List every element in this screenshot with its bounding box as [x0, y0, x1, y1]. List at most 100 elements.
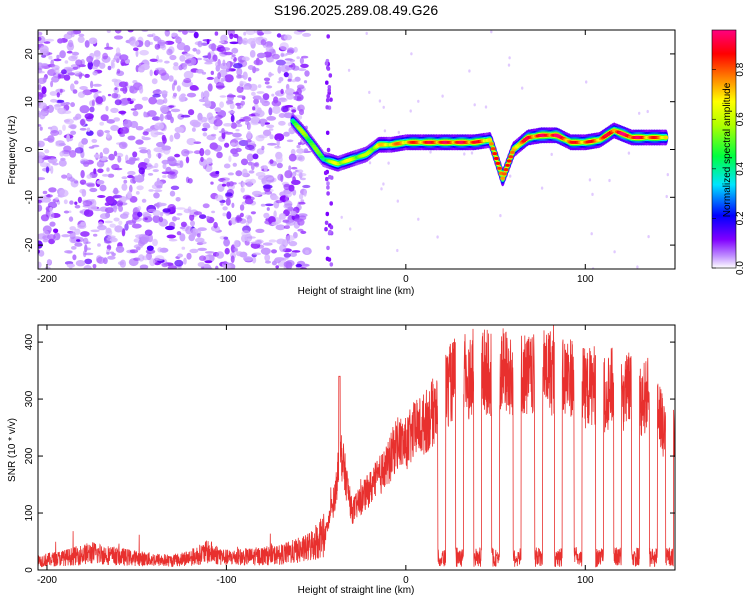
spectrogram-noise-blob [291, 166, 298, 170]
spectrogram-noise-blob [161, 262, 169, 268]
spectrogram-noise-blob [182, 62, 188, 70]
spectrogram-noise-blob [222, 260, 228, 265]
spectrogram-noise-blob [256, 52, 266, 59]
spectrogram-noise-blob [329, 201, 334, 206]
spectrogram-noise-blob [106, 42, 110, 48]
spectrogram-noise-blob [271, 249, 277, 254]
spectrogram-noise-blob [299, 263, 310, 267]
spectrogram-noise-blob [123, 179, 128, 184]
spectrogram-ridge-cell [510, 150, 515, 154]
spectrogram-noise-blob [48, 238, 55, 245]
spectrogram-noise-blob [127, 135, 136, 141]
spectrogram-xlabel: Height of straight line (km) [298, 286, 415, 297]
spectrogram-noise-blob [484, 105, 488, 109]
spectrogram-noise-blob [287, 72, 293, 81]
spectrogram-noise-blob [109, 223, 116, 228]
spectrogram-noise-blob [66, 31, 75, 35]
spectrogram-noise-blob [110, 125, 119, 131]
spectrogram-noise-blob [104, 207, 114, 214]
spectrogram-noise-blob [175, 217, 180, 221]
spectrogram-noise-blob [145, 128, 153, 132]
spectrogram-noise-blob [325, 80, 329, 85]
spectrogram-noise-blob [132, 110, 139, 117]
spectrogram-noise-blob [132, 151, 138, 158]
spectrogram-noise-blob [131, 223, 142, 229]
spectrogram-ridge-cell [502, 172, 507, 176]
spectrogram-noise-blob [236, 120, 241, 125]
spectrogram-noise-blob [195, 237, 205, 243]
spectrogram-noise-blob [75, 113, 82, 120]
spectrogram-noise-blob [38, 36, 42, 41]
spectrogram-noise-blob [235, 102, 242, 106]
spectrogram-noise-blob [154, 122, 165, 130]
spectrogram-noise-blob [550, 152, 553, 156]
spectrogram-noise-blob [172, 65, 180, 71]
spectrogram-noise-blob [263, 212, 270, 219]
spectrogram-noise-blob [153, 192, 160, 199]
spectrogram-noise-blob [276, 139, 280, 147]
spectrogram-noise-blob [246, 130, 252, 139]
spectrogram-noise-blob [201, 71, 207, 75]
spectrogram-noise-blob [246, 153, 254, 162]
spectrogram-noise-blob [232, 162, 237, 167]
spectrogram-noise-blob [59, 151, 64, 157]
spectrogram-noise-blob [92, 83, 102, 87]
spectrogram-noise-blob [271, 221, 279, 226]
spectrogram-noise-blob [165, 225, 175, 231]
spectrogram-noise-blob [215, 114, 223, 120]
spectrogram-noise-blob [78, 33, 85, 37]
spectrogram-noise-blob [38, 84, 42, 91]
spectrogram-noise-blob [253, 98, 259, 105]
spectrogram-noise-blob [288, 153, 297, 162]
spectrogram-noise-blob [69, 226, 76, 231]
spectrogram-noise-blob [252, 95, 262, 100]
spectrogram-noise-blob [284, 190, 293, 198]
spectrogram-noise-blob [120, 59, 126, 67]
spectrogram-noise-blob [113, 117, 121, 122]
spectrogram-noise-blob [79, 179, 87, 185]
spectrogram-noise-blob [186, 92, 197, 98]
spectrogram-noise-blob [246, 215, 253, 224]
spectrogram-noise-blob [329, 225, 334, 230]
spectrogram-noise-blob [302, 32, 312, 37]
spectrogram-noise-blob [133, 238, 141, 243]
spectrogram-noise-blob [215, 65, 221, 72]
spectrogram-noise-blob [290, 148, 296, 156]
spectrogram-noise-blob [48, 211, 55, 220]
spectrogram-noise-blob [58, 189, 69, 197]
spectrogram-noise-blob [203, 266, 213, 269]
spectrogram-noise-blob [164, 114, 172, 120]
spectrogram-noise-blob [96, 256, 105, 264]
spectrogram-noise-blob [149, 58, 158, 62]
spectrogram-noise-blob [297, 228, 304, 232]
spectrogram-noise-blob [137, 211, 143, 217]
spectrogram-ridge-cell [497, 166, 502, 170]
spectrogram-noise-blob [206, 76, 214, 80]
spectrogram-noise-blob [210, 133, 217, 137]
spectrogram-noise-blob [191, 231, 197, 237]
spectrogram-noise-blob [197, 40, 203, 48]
spectrogram-noise-blob [152, 169, 159, 173]
spectrogram-noise-blob [241, 86, 251, 90]
spectrogram-noise-blob [119, 54, 129, 61]
snr-xlabel: Height of straight line (km) [298, 585, 415, 596]
spectrogram-noise-blob [162, 208, 171, 213]
spectrogram-noise-blob [228, 155, 232, 163]
spectrogram-noise-blob [267, 142, 277, 146]
spectrogram-noise-blob [263, 77, 271, 82]
spectrogram-noise-blob [222, 77, 226, 82]
spectrogram-noise-blob [508, 56, 511, 60]
spectrogram-noise-blob [396, 199, 399, 203]
spectrogram-noise-blob [232, 132, 242, 138]
spectrogram-noise-blob [294, 154, 304, 161]
spectrogram-noise-blob [213, 118, 223, 127]
spectrogram-noise-blob [378, 99, 382, 103]
spectrogram-noise-blob [298, 201, 306, 205]
spectrogram-noise-blob [229, 41, 239, 45]
spectrogram-noise-blob [183, 257, 187, 265]
spectrogram-noise-blob [252, 67, 260, 72]
spectrogram-noise-blob [252, 256, 257, 264]
spectrogram-noise-blob [154, 255, 165, 262]
spectrogram-noise-blob [249, 50, 256, 58]
spectrogram-noise-blob [269, 159, 274, 164]
